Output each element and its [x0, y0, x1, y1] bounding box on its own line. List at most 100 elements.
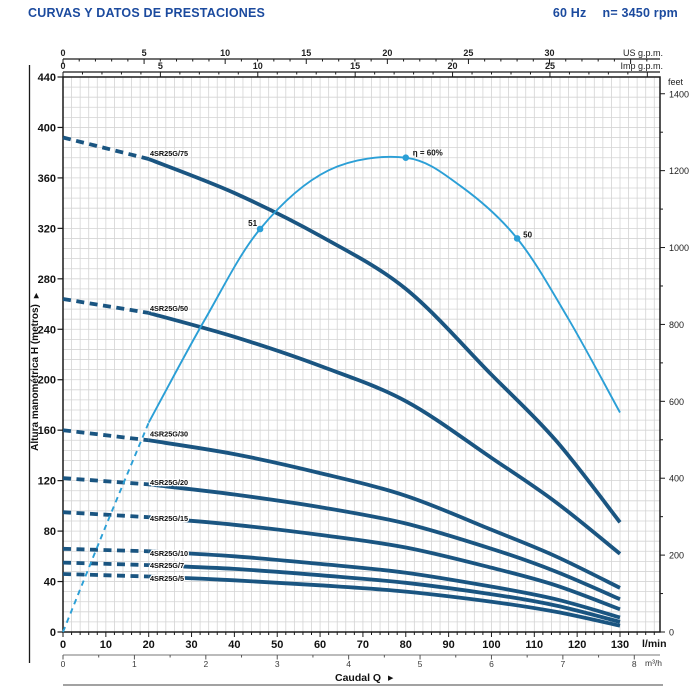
m3h-tick-label: 2 — [203, 659, 208, 669]
efficiency-marker-label-60: η = 60% — [413, 149, 443, 158]
efficiency-marker-dot-50 — [513, 235, 521, 242]
efficiency-marker-label-51: 51 — [248, 219, 257, 228]
top-us-gpm-tick-label: 15 — [301, 48, 311, 58]
meters-tick-label: 0 — [50, 627, 56, 639]
lmin-unit-label: l/min — [642, 638, 667, 650]
m3h-tick-label: 0 — [61, 659, 66, 669]
pump-curve-4sr25g-7-solid — [148, 563, 621, 624]
efficiency-marker-dot-60 — [402, 154, 410, 162]
pump-curve-4sr25g-5-dashed — [62, 572, 149, 579]
right-arrow-icon: ▶ — [388, 675, 394, 682]
curve-label-4sr25g-30: 4SR25G/30 — [150, 429, 188, 438]
pump-curve-4sr25g-15-dashed — [62, 510, 149, 520]
meters-tick-label: 160 — [38, 425, 56, 437]
pump-curve-4sr25g-20-solid — [148, 482, 621, 601]
feet-tick-label: 1000 — [669, 243, 689, 253]
lmin-tick-label: 10 — [100, 639, 112, 651]
meters-tick-label: 280 — [38, 274, 56, 286]
pump-curve-4sr25g-15-solid — [148, 515, 621, 612]
meters-tick-label: 40 — [44, 577, 56, 589]
pump-curve-4sr25g-5-solid — [148, 574, 621, 628]
top-us-gpm-tick-label: 10 — [220, 48, 230, 58]
meters-tick-label: 440 — [38, 72, 56, 84]
pump-curve-4sr25g-7-dashed — [62, 560, 149, 567]
m3h-tick-label: 6 — [489, 659, 494, 669]
meters-tick-label: 400 — [38, 122, 56, 134]
feet-unit-label: feet — [668, 77, 684, 87]
top-us-gpm-tick-label: 0 — [60, 48, 65, 58]
m3h-tick-label: 4 — [346, 659, 351, 669]
top-us-gpm-tick-label: 20 — [382, 48, 392, 58]
curve-label-4sr25g-5: 4SR25G/5 — [150, 574, 184, 583]
feet-tick-label: 800 — [669, 320, 684, 330]
meters-tick-label: 200 — [38, 375, 56, 387]
lmin-tick-label: 40 — [228, 639, 240, 651]
curve-label-4sr25g-7: 4SR25G/7 — [150, 561, 184, 570]
meters-tick-label: 120 — [38, 476, 56, 488]
lmin-tick-label: 20 — [143, 639, 155, 651]
pump-curve-4sr25g-30-dashed — [62, 428, 149, 443]
frequency-value: 60 Hz — [552, 6, 587, 20]
top-imp-gpm-tick-label: 10 — [253, 61, 263, 71]
plot-frame — [62, 76, 661, 633]
top-imp-gpm-tick-label: 20 — [448, 61, 458, 71]
top-us-gpm-tick-label: 30 — [545, 48, 555, 58]
meters-tick-label: 360 — [38, 173, 56, 185]
meters-tick-label: 80 — [44, 526, 56, 538]
feet-tick-label: 0 — [669, 628, 674, 638]
pump-curve-4sr25g-50-dashed — [62, 297, 150, 315]
curve-label-4sr25g-20: 4SR25G/20 — [150, 478, 188, 487]
meters-tick-label: 240 — [38, 324, 56, 336]
speed-value: n= 3450 rpm — [602, 6, 678, 20]
lmin-tick-label: 60 — [314, 639, 326, 651]
top-imp-gpm-tick-label: 25 — [545, 61, 555, 71]
meters-tick-label: 320 — [38, 223, 56, 235]
top-imp-gpm-tick-label: 5 — [158, 61, 163, 71]
pump-curve-4sr25g-10-solid — [148, 549, 621, 620]
feet-tick-label: 600 — [669, 397, 684, 407]
top-imp-gpm-tick-label: 15 — [350, 61, 360, 71]
pump-curve-4sr25g-75-dashed — [62, 135, 150, 161]
lmin-tick-label: 110 — [525, 639, 543, 651]
top-imp-gpm-tick-label: 0 — [60, 61, 65, 71]
top-imp-gpm-unit-label: Imp g.p.m. — [620, 61, 663, 71]
m3h-tick-label: 7 — [561, 659, 566, 669]
up-arrow-icon: ▶ — [33, 292, 40, 299]
feet-tick-label: 1400 — [669, 89, 689, 99]
page-title: CURVAS Y DATOS DE PRESTACIONES — [28, 6, 266, 20]
efficiency-curve-solid — [147, 155, 621, 424]
lmin-tick-label: 90 — [442, 639, 454, 651]
lmin-tick-label: 0 — [60, 639, 66, 651]
m3h-tick-label: 3 — [275, 659, 280, 669]
pump-curve-4sr25g-75-solid — [147, 157, 622, 524]
operating-conditions: 60 Hz n= 3450 rpm — [553, 6, 678, 20]
curve-label-4sr25g-75: 4SR25G/75 — [150, 149, 188, 158]
lmin-tick-label: 130 — [611, 639, 629, 651]
m3h-unit-label: m³/h — [645, 658, 662, 668]
page-header: CURVAS Y DATOS DE PRESTACIONES 60 Hz n= … — [28, 6, 678, 20]
feet-tick-label: 1200 — [669, 166, 689, 176]
lmin-tick-label: 50 — [271, 639, 283, 651]
feet-tick-label: 200 — [669, 551, 684, 561]
curve-label-4sr25g-15: 4SR25G/15 — [150, 514, 188, 523]
flow-axis-title: Caudal Q — [335, 672, 381, 684]
m3h-tick-label: 8 — [632, 659, 637, 669]
pump-curve-4sr25g-30-solid — [148, 438, 621, 590]
lmin-tick-label: 100 — [482, 639, 500, 651]
feet-tick-label: 400 — [669, 474, 684, 484]
curve-label-4sr25g-50: 4SR25G/50 — [150, 304, 188, 313]
pump-curve-4sr25g-20-dashed — [62, 476, 149, 487]
lmin-tick-label: 30 — [185, 639, 197, 651]
lmin-tick-label: 120 — [568, 639, 586, 651]
efficiency-curve-dashed — [62, 422, 150, 633]
pump-curve-4sr25g-50-solid — [148, 311, 622, 556]
top-us-gpm-unit-label: US g.p.m. — [623, 48, 663, 58]
lmin-tick-label: 80 — [400, 639, 412, 651]
m3h-tick-label: 5 — [418, 659, 423, 669]
lmin-tick-label: 70 — [357, 639, 369, 651]
curve-label-4sr25g-10: 4SR25G/10 — [150, 549, 188, 558]
pump-curve-4sr25g-10-dashed — [62, 546, 149, 554]
efficiency-marker-dot-51 — [256, 225, 264, 233]
